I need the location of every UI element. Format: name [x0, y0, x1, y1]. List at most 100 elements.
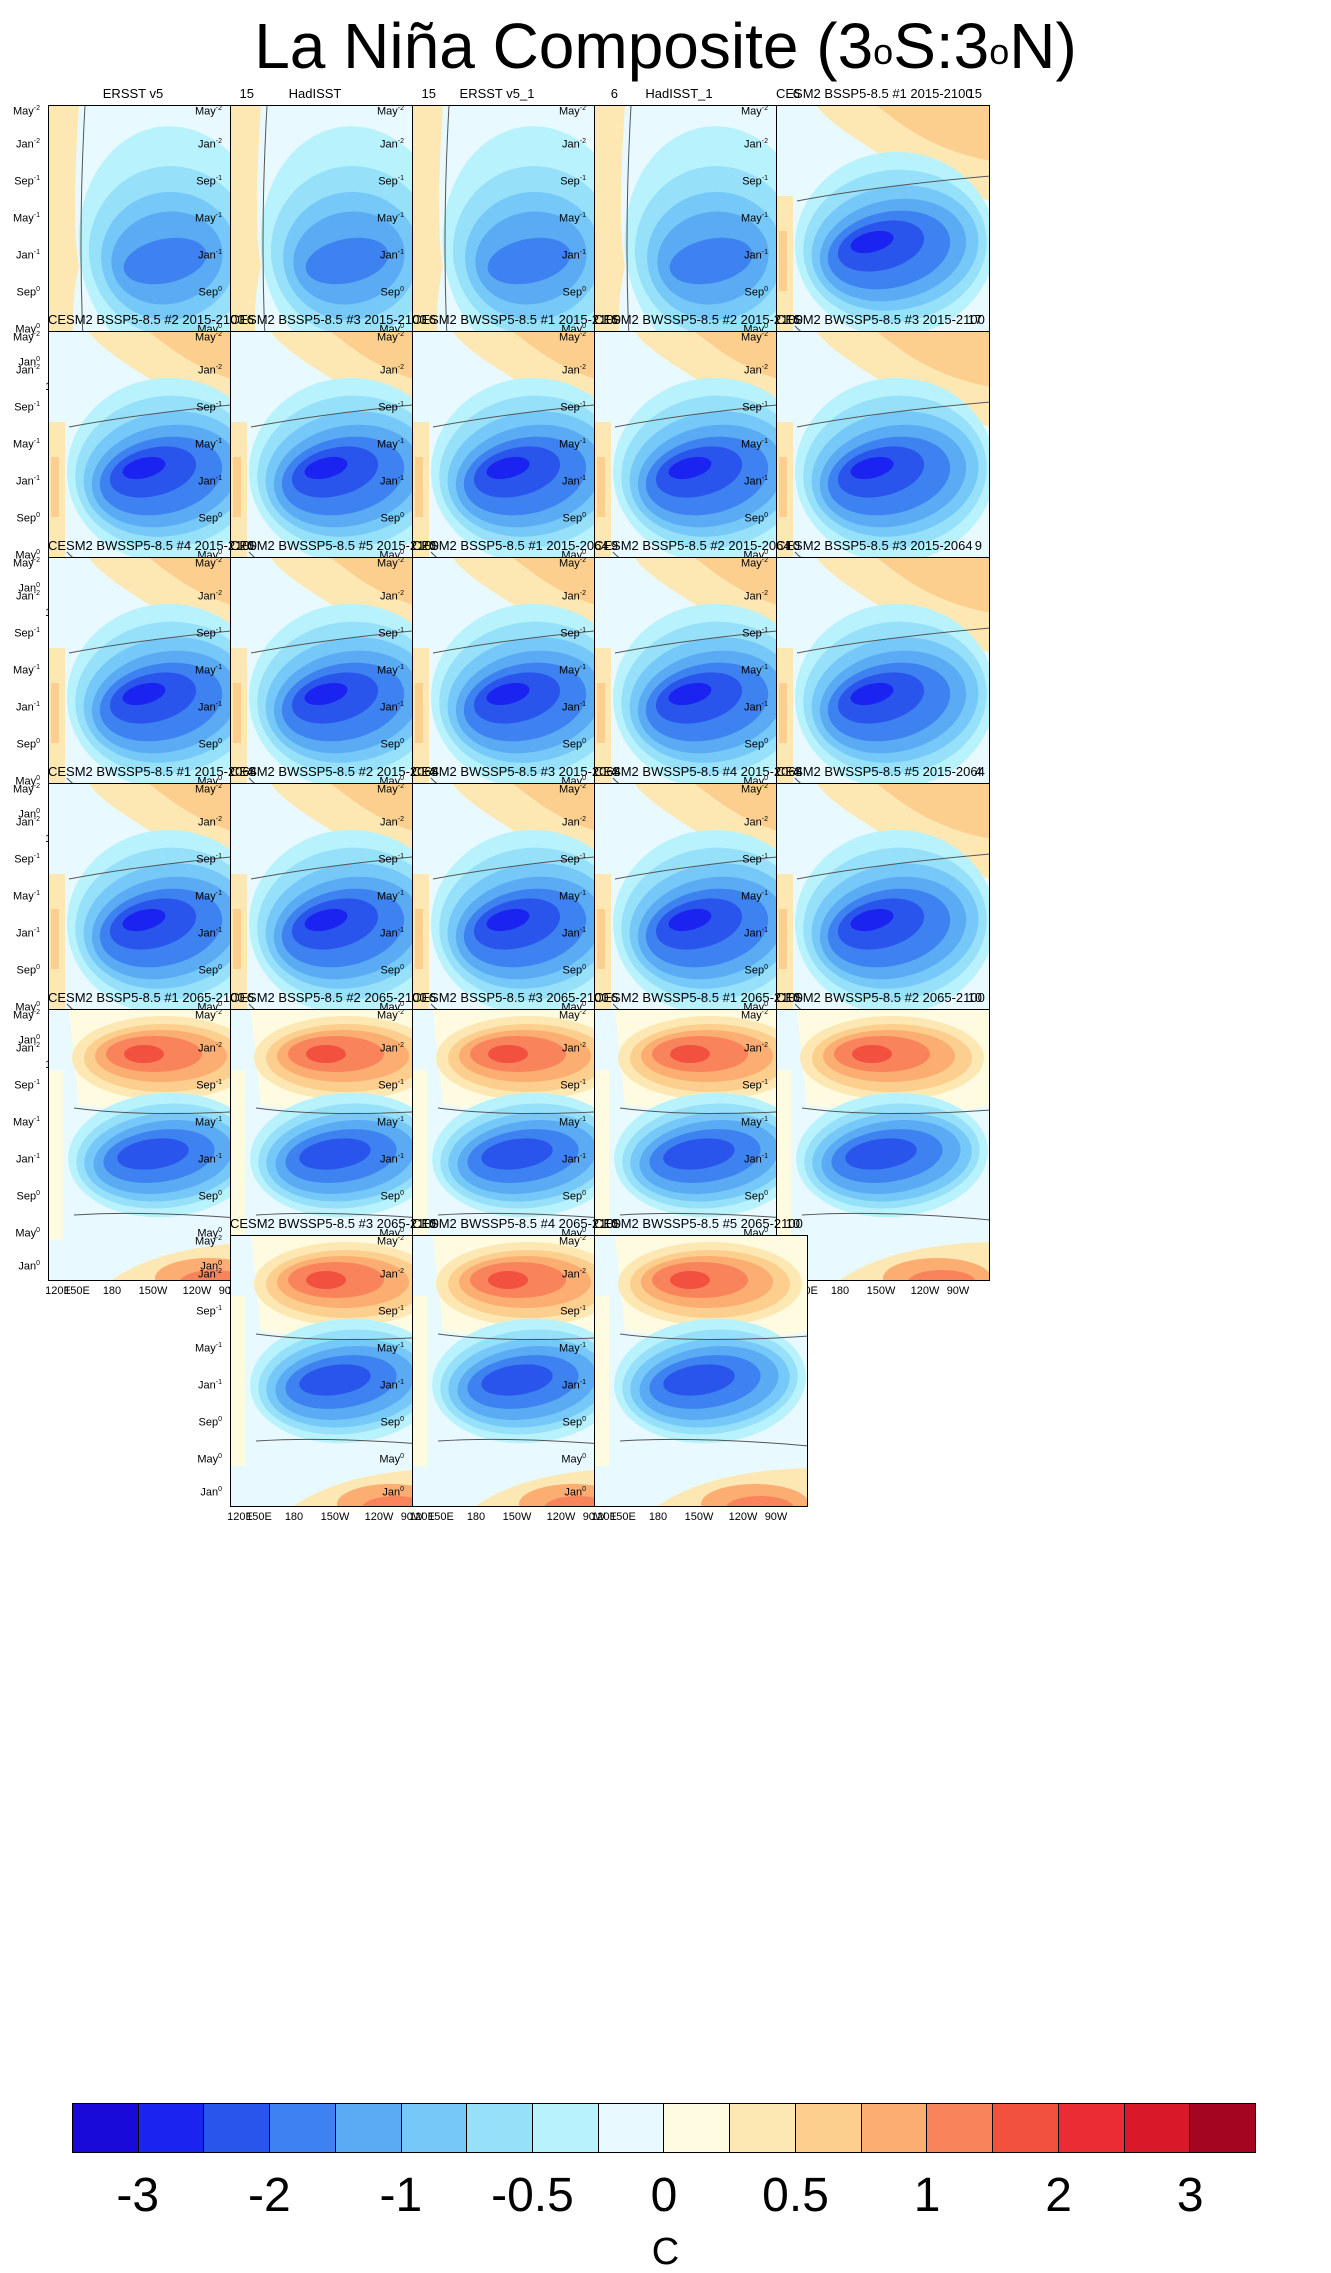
y-tick-label: May-2: [194, 1235, 222, 1248]
y-tick-label: Jan-2: [380, 816, 404, 829]
y-tick-label: Sep0: [380, 1190, 404, 1203]
y-tick-label: Sep-1: [196, 853, 222, 866]
y-tick-label: Sep-1: [742, 627, 768, 640]
x-tick-label: 120W: [546, 1511, 576, 1523]
y-tick-label: Sep0: [562, 1416, 586, 1429]
y-tick-label: May-1: [740, 438, 768, 451]
y-tick-label: May-2: [194, 557, 222, 570]
y-tick-label: Sep-1: [378, 1305, 404, 1318]
colorbar-label: -0.5: [491, 2169, 574, 2222]
x-tick-label: 150W: [684, 1511, 714, 1523]
panel-title: CESM2 BSSP5-8.5 #2 2015-2064 10: [546, 538, 810, 554]
y-tick-label: May-2: [12, 105, 40, 118]
y-tick-label: May-1: [376, 890, 404, 903]
y-tick-label: Sep0: [380, 512, 404, 525]
heatmap-contours: [413, 784, 625, 1054]
panel-title-name: CESM2 BSSP5-8.5 #3 2015-2100: [230, 312, 427, 327]
panel-title-name: CESM2 BSSP5-8.5 #1 2015-2064: [412, 538, 609, 553]
y-tick-label: Jan-1: [744, 249, 768, 262]
colorbar-label: 3: [1176, 2169, 1204, 2222]
y-tick-label: May0: [561, 1453, 586, 1466]
panel-title-name: CESM2 BWSSP5-8.5 #1 2015-2064: [48, 764, 257, 779]
y-tick-label: May-2: [12, 557, 40, 570]
x-tick-label: 150E: [610, 1511, 636, 1523]
y-tick-label: Jan-1: [198, 475, 222, 488]
colorbar-swatch: [335, 2104, 402, 2152]
y-tick-label: Jan-1: [562, 701, 586, 714]
y-tick-label: May0: [15, 1001, 40, 1014]
colorbar-label: 2: [1045, 2169, 1072, 2222]
panel-title: CESM2 BWSSP5-8.5 #1 2015-2100 16: [364, 312, 628, 328]
y-tick-label: May0: [197, 1453, 222, 1466]
y-tick-label: Sep-1: [378, 1079, 404, 1092]
colorbar-swatch: [270, 2104, 336, 2152]
panel-title-count: 16: [603, 312, 618, 327]
y-tick-label: Jan-1: [380, 475, 404, 488]
panel-title-count: 20: [421, 538, 436, 553]
y-tick-label: Jan-2: [562, 1268, 586, 1281]
heatmap-plot: [230, 1235, 444, 1507]
y-tick-label: Sep0: [744, 964, 768, 977]
y-tick-label: Jan-1: [16, 249, 40, 262]
panel-title-name: CESM2 BWSSP5-8.5 #4 2015-2064: [594, 764, 803, 779]
y-tick-label: May-1: [558, 438, 586, 451]
panel-title-name: ERSST v5_1: [459, 86, 535, 101]
y-tick-label: Jan-2: [562, 816, 586, 829]
panel-title-count: 10: [603, 1216, 618, 1231]
panel-title-count: 15: [421, 86, 436, 101]
y-tick-label: May-1: [194, 890, 222, 903]
panel-title: CESM2 BSSP5-8.5 #3 2015-2064 9: [728, 538, 992, 554]
x-tick-label: 180: [830, 1285, 850, 1297]
y-tick-label: May-1: [558, 1116, 586, 1129]
y-tick-label: Sep0: [562, 738, 586, 751]
y-tick-label: May-1: [376, 438, 404, 451]
y-tick-label: Jan-1: [380, 701, 404, 714]
panel-title: CESM2 BWSSP5-8.5 #1 2015-2064 4: [0, 764, 264, 780]
heatmap-contours: [231, 106, 443, 376]
y-tick-label: May-2: [12, 1009, 40, 1022]
y-tick-label: May-2: [194, 105, 222, 118]
colorbar-swatch: [204, 2104, 271, 2152]
y-tick-label: May-1: [376, 212, 404, 225]
panel-title-count: 6: [610, 990, 618, 1005]
panel-title-name: CESM2 BSSP5-8.5 #2 2015-2064: [594, 538, 791, 553]
heatmap-panel: CESM2 BWSSP5-8.5 #3 2015-2064 4 May-2 Jan-2…: [364, 764, 628, 1092]
figure-title: La Niña Composite (3oS:3oN): [254, 10, 1077, 82]
y-tick-label: May-2: [194, 783, 222, 796]
panel-title-name: HadISST_1: [645, 86, 713, 101]
panel-title: ERSST v5_1 6: [364, 86, 628, 102]
heatmap-contours: [595, 332, 807, 602]
y-tick-label: May-1: [376, 1342, 404, 1355]
y-tick-label: Jan-2: [380, 1268, 404, 1281]
y-tick-label: Jan-2: [380, 590, 404, 603]
y-tick-label: May-2: [558, 557, 586, 570]
y-tick-label: Sep0: [198, 738, 222, 751]
y-tick-label: May-2: [376, 783, 404, 796]
y-tick-label: Sep-1: [560, 175, 586, 188]
y-tick-label: Jan-2: [16, 364, 40, 377]
y-tick-label: Sep0: [16, 964, 40, 977]
panel-title-count: 4: [610, 764, 618, 779]
y-tick-label: Jan-2: [744, 1042, 768, 1055]
panel-title: CESM2 BWSSP5-8.5 #4 2065-2100 10: [364, 1216, 628, 1232]
y-tick-label: Jan-2: [744, 590, 768, 603]
y-tick-label: Sep-1: [742, 175, 768, 188]
panel-title-count: 10: [785, 990, 800, 1005]
panel-title: CESM2 BWSSP5-8.5 #3 2065-2100 10: [182, 1216, 446, 1232]
y-tick-label: Sep0: [198, 1416, 222, 1429]
y-tick-label: Jan-1: [16, 475, 40, 488]
y-tick-label: Jan0: [200, 1260, 222, 1273]
panel-title-name: CESM2 BWSSP5-8.5 #2 2015-2100: [594, 312, 803, 327]
y-tick-label: Jan-2: [562, 364, 586, 377]
panel-title-name: ERSST v5: [102, 86, 164, 101]
x-tick-label: 180: [102, 1285, 122, 1297]
heatmap-panel: CESM2 BWSSP5-8.5 #2 2065-2100 10 May-2 Jan-…: [728, 990, 992, 1318]
y-tick-label: Jan0: [18, 1260, 40, 1273]
y-tick-label: Jan-1: [198, 249, 222, 262]
y-tick-label: Jan0: [200, 1486, 222, 1499]
panel-title-name: CESM2 BWSSP5-8.5 #1 2065-2100: [594, 990, 803, 1005]
colorbar-label: 0: [650, 2169, 678, 2222]
y-tick-label: May-2: [12, 783, 40, 796]
y-tick-label: Sep0: [562, 964, 586, 977]
